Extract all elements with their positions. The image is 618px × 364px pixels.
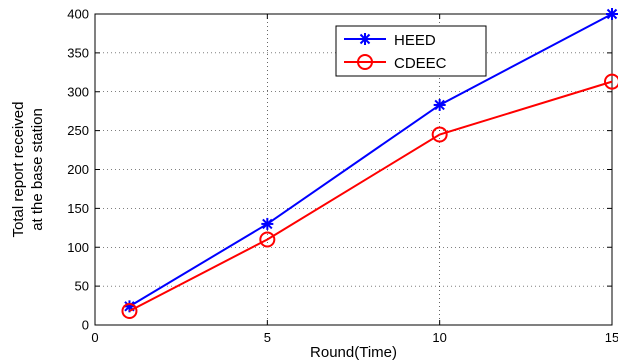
data-point-cdeec [604,73,618,90]
data-point-heed [433,98,446,111]
y-tick-label: 350 [67,45,89,60]
series-line-cdeec [129,80,613,312]
legend: HEED CDEEC [335,25,487,77]
x-tick-label: 0 [91,330,98,345]
series [121,8,618,320]
x-tick-label: 10 [432,330,446,345]
data-point-heed [261,217,274,230]
legend-marker-heed [359,33,371,45]
y-tick-label: 300 [67,84,89,99]
ticks: 0 50 100 150 200 250 300 350 400 0 5 10 15 [67,7,618,346]
x-axis-title: Round(Time) [310,344,397,361]
data-point-cdeec [121,303,138,320]
legend-label-cdeec: CDEEC [394,55,447,72]
y-tick-label: 200 [67,162,89,177]
x-tick-label: 5 [264,330,271,345]
y-tick-label: 0 [82,318,89,333]
y-tick-label: 150 [67,201,89,216]
data-point-cdeec [259,231,276,248]
y-tick-label: 50 [75,279,89,294]
y-axis-title-line-2: at the base station [29,108,46,231]
series-line-heed [128,13,613,308]
y-axis-title-line-1: Total report received [10,102,27,238]
y-tick-label: 250 [67,123,89,138]
data-point-cdeec [431,126,448,143]
y-tick-label: 400 [67,7,89,22]
y-tick-label: 100 [67,240,89,255]
legend-label-heed: HEED [394,32,436,49]
legend-marker-cdeec [357,54,373,70]
x-tick-label: 15 [605,330,618,345]
data-point-heed [606,8,618,20]
